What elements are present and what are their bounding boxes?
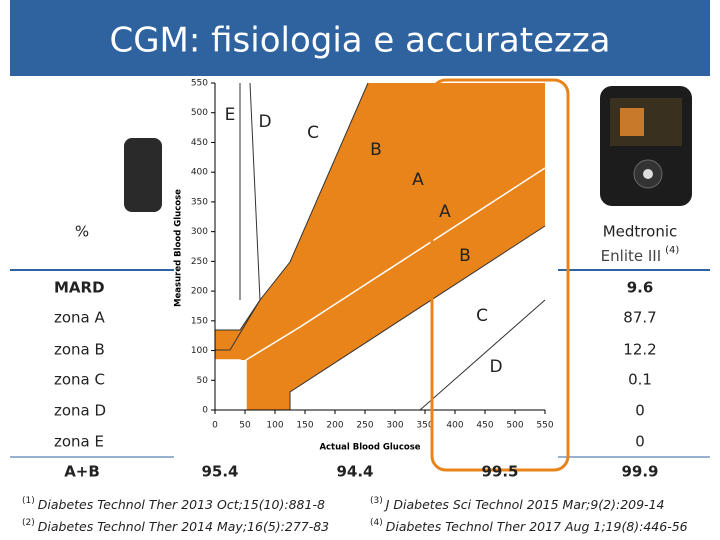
footnote-journal: Diabetes Technol Ther bbox=[38, 497, 178, 512]
total-value: 95.4 bbox=[201, 463, 238, 481]
zone-label: C bbox=[307, 123, 319, 143]
zone-line bbox=[245, 167, 546, 410]
row-value: 9.6 bbox=[627, 279, 654, 297]
y-tick-label: 200 bbox=[191, 287, 208, 297]
y-tick-label: 150 bbox=[191, 316, 208, 326]
x-tick-label: 250 bbox=[356, 421, 373, 431]
footnote-journal: J Diabetes Sci Technol bbox=[383, 497, 524, 512]
x-tick-label: 450 bbox=[476, 421, 493, 431]
zone-label: D bbox=[489, 357, 502, 377]
sensor-device-left bbox=[124, 138, 162, 212]
title-bar bbox=[10, 0, 710, 76]
y-tick-label: 250 bbox=[191, 257, 208, 267]
x-tick-label: 400 bbox=[446, 421, 463, 431]
y-tick-label: 550 bbox=[191, 79, 208, 89]
row-value: 87.7 bbox=[623, 309, 656, 327]
y-tick-label: 0 bbox=[202, 406, 208, 416]
row-label: zona C bbox=[54, 371, 105, 389]
row-value: 12.2 bbox=[623, 341, 656, 359]
footnote: (1) Diabetes Technol Ther 2013 Oct;15(10):… bbox=[22, 496, 325, 512]
footnote: (2) Diabetes Technol Ther 2014 May;16(5):2… bbox=[22, 518, 329, 534]
total-value: 99.5 bbox=[481, 463, 518, 481]
device-model-line: Enlite III (4) bbox=[601, 245, 680, 265]
footnote-journal: Diabetes Technol Ther bbox=[38, 519, 178, 534]
zone-line bbox=[215, 359, 241, 381]
footnote-citation: 2015 Mar;9(2):209-14 bbox=[527, 497, 665, 512]
row-label: zona E bbox=[54, 433, 104, 451]
device-model: Enlite III bbox=[601, 247, 661, 265]
total-value: 99.9 bbox=[621, 463, 658, 481]
x-tick-label: 500 bbox=[506, 421, 523, 431]
y-tick-label: 300 bbox=[191, 227, 208, 237]
total-value: 94.4 bbox=[336, 463, 373, 481]
footnote-marker: (4) bbox=[370, 518, 383, 528]
footnote-marker: (1) bbox=[22, 496, 35, 506]
row-value: 0 bbox=[635, 402, 645, 420]
total-label: A+B bbox=[64, 463, 100, 481]
pump-device bbox=[600, 86, 692, 206]
y-tick-label: 450 bbox=[191, 138, 208, 148]
y-tick-label: 500 bbox=[191, 108, 208, 118]
zone-label: B bbox=[459, 246, 471, 266]
row-value: 0 bbox=[635, 433, 645, 451]
header-label: % bbox=[75, 223, 89, 241]
x-tick-label: 350 bbox=[416, 421, 433, 431]
row-label: zona B bbox=[54, 341, 105, 359]
y-tick-label: 50 bbox=[197, 376, 209, 386]
zone-label: E bbox=[225, 105, 236, 125]
x-tick-label: 50 bbox=[239, 421, 251, 431]
device-note: (4) bbox=[665, 245, 679, 256]
row-label: MARD bbox=[54, 279, 105, 297]
row-label: zona D bbox=[54, 402, 106, 420]
y-tick-label: 350 bbox=[191, 197, 208, 207]
highlight-bracket bbox=[430, 78, 570, 472]
x-axis-label: Actual Blood Glucose bbox=[319, 443, 420, 453]
x-tick-label: 200 bbox=[326, 421, 343, 431]
zone-line bbox=[215, 82, 261, 351]
slide-title: CGM: fisiologia e accuratezza bbox=[109, 21, 610, 61]
zone-label: A bbox=[412, 170, 424, 190]
zone-label: C bbox=[476, 306, 488, 326]
x-tick-label: 100 bbox=[266, 421, 283, 431]
y-tick-label: 400 bbox=[191, 168, 208, 178]
error-grid: Measured Blood Glucose Actual Blood Gluc… bbox=[174, 78, 558, 458]
footnote: (4) Diabetes Technol Ther 2017 Aug 1;19(8)… bbox=[370, 518, 688, 534]
y-axis-label: Measured Blood Glucose bbox=[174, 189, 184, 307]
zone-label: B bbox=[370, 140, 382, 160]
x-tick-label: 300 bbox=[386, 421, 403, 431]
footnote-citation: 2014 May;16(5):277-83 bbox=[181, 519, 329, 534]
footnote-marker: (3) bbox=[370, 496, 383, 506]
x-tick-label: 0 bbox=[212, 421, 218, 431]
footnote-citation: 2013 Oct;15(10):881-8 bbox=[181, 497, 325, 512]
zone-label: D bbox=[258, 112, 271, 132]
zone-line bbox=[289, 225, 546, 410]
row-label: zona A bbox=[54, 309, 106, 327]
x-tick-label: 150 bbox=[296, 421, 313, 431]
device-name: Medtronic bbox=[603, 223, 678, 241]
footnote-citation: 2017 Aug 1;19(8):446-56 bbox=[529, 519, 687, 534]
footnote: (3) J Diabetes Sci Technol 2015 Mar;9(2):2… bbox=[370, 496, 665, 512]
footnote-marker: (2) bbox=[22, 518, 35, 528]
y-tick-label: 100 bbox=[191, 346, 208, 356]
row-value: 0.1 bbox=[628, 371, 652, 389]
footnote-journal: Diabetes Technol Ther bbox=[386, 519, 526, 534]
zone-line bbox=[419, 299, 546, 411]
x-tick-label: 550 bbox=[536, 421, 553, 431]
zone-label: A bbox=[439, 202, 451, 222]
footnotes: (1) Diabetes Technol Ther 2013 Oct;15(10):… bbox=[22, 496, 688, 534]
